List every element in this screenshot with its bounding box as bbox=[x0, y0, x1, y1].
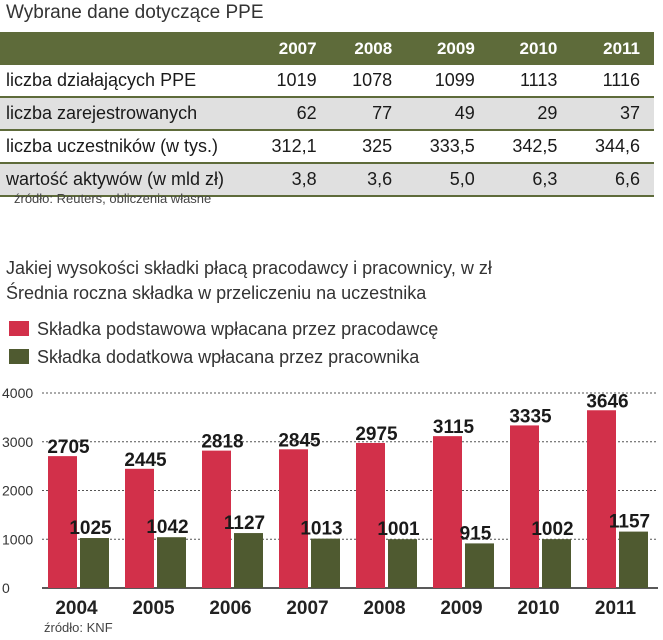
bar-chart: 0 1000 2000 3000 4000 2705 1025 2004 2445 1042 200… bbox=[2, 385, 658, 619]
row-label: wartość aktywów (w mld zł) bbox=[0, 163, 248, 197]
table-cell: 29 bbox=[488, 97, 572, 131]
table-cell: 1099 bbox=[406, 65, 489, 98]
data-label-employer: 3335 bbox=[509, 406, 552, 427]
bar-employee bbox=[465, 543, 494, 588]
data-label-employer: 2845 bbox=[278, 430, 321, 451]
table-cell: 49 bbox=[406, 97, 489, 131]
bar-employer bbox=[356, 442, 385, 588]
data-label-employee: 1002 bbox=[531, 519, 573, 540]
table-row: liczba działających PPE 1019 1078 1099 1… bbox=[0, 65, 654, 98]
table-cell: 3,8 bbox=[248, 163, 331, 197]
data-label-employer: 2818 bbox=[201, 432, 243, 453]
ppe-table: 2007 2008 2009 2010 2011 liczba działają… bbox=[0, 32, 654, 197]
y-tick-label: 3000 bbox=[2, 434, 33, 450]
bar-employee bbox=[157, 537, 186, 588]
legend-swatch-employee bbox=[9, 349, 29, 364]
x-tick-label: 2011 bbox=[595, 598, 637, 619]
chart-source: źródło: KNF bbox=[44, 620, 113, 635]
y-tick-label: 1000 bbox=[2, 531, 33, 547]
bar-employer bbox=[510, 425, 539, 588]
table-row: liczba zarejestrowanych 62 77 49 29 37 bbox=[0, 97, 654, 131]
data-label-employer: 2445 bbox=[124, 450, 167, 471]
table-cell: 37 bbox=[571, 97, 654, 131]
data-label-employee: 1001 bbox=[377, 519, 420, 540]
y-tick-label: 4000 bbox=[2, 385, 33, 401]
y-tick-label: 0 bbox=[2, 580, 10, 596]
data-label-employer: 2705 bbox=[47, 437, 90, 458]
header-empty-cell bbox=[0, 32, 248, 65]
chart-subtitle-secondary: Średnia roczna składka w przeliczeniu na… bbox=[6, 283, 427, 303]
data-label-employee: 1013 bbox=[300, 519, 342, 540]
table-cell: 3,6 bbox=[330, 163, 407, 197]
table-cell: 5,0 bbox=[406, 163, 489, 197]
legend-item-employer: Składka podstawowa wpłacana przez pracod… bbox=[9, 319, 438, 339]
legend-swatch-employer bbox=[9, 321, 29, 336]
year-header: 2009 bbox=[406, 32, 489, 65]
table-cell: 1113 bbox=[488, 65, 572, 98]
bar-employer bbox=[587, 410, 616, 588]
data-label-employer: 3646 bbox=[586, 391, 628, 412]
data-label-employer: 2975 bbox=[355, 424, 398, 445]
bar-employee bbox=[388, 539, 417, 588]
x-tick-label: 2007 bbox=[286, 598, 328, 619]
table-cell: 1019 bbox=[248, 65, 331, 98]
x-tick-label: 2004 bbox=[55, 598, 98, 619]
data-label-employee: 1025 bbox=[69, 518, 112, 539]
x-tick-label: 2006 bbox=[209, 598, 251, 619]
data-label-employee: 1127 bbox=[224, 513, 265, 534]
year-header: 2007 bbox=[248, 32, 331, 65]
table-cell: 62 bbox=[248, 97, 331, 131]
data-label-employee: 915 bbox=[460, 523, 492, 544]
row-label: liczba działających PPE bbox=[0, 65, 248, 98]
bar-employer bbox=[125, 468, 154, 588]
table-header-row: 2007 2008 2009 2010 2011 bbox=[0, 32, 654, 65]
y-tick-label: 2000 bbox=[2, 483, 33, 499]
year-header: 2011 bbox=[571, 32, 654, 65]
bar-employer bbox=[48, 456, 77, 588]
x-tick-label: 2010 bbox=[517, 598, 559, 619]
table-cell: 6,6 bbox=[571, 163, 654, 197]
row-label: liczba zarejestrowanych bbox=[0, 97, 248, 131]
table-cell: 77 bbox=[330, 97, 407, 131]
chart-subtitle: Jakiej wysokości składki płacą pracodawc… bbox=[6, 258, 492, 278]
bar-employer bbox=[433, 436, 462, 588]
table-source: źródło: Reuters, obliczenia własne bbox=[14, 191, 212, 206]
table-title: Wybrane dane dotyczące PPE bbox=[6, 2, 264, 23]
x-tick-label: 2008 bbox=[363, 598, 405, 619]
legend-label: Składka podstawowa wpłacana przez pracod… bbox=[37, 319, 439, 339]
table-cell: 312,1 bbox=[248, 130, 331, 164]
x-tick-label: 2005 bbox=[132, 598, 175, 619]
row-label: liczba uczestników (w tys.) bbox=[0, 130, 248, 164]
legend-label: Składka dodatkowa wpłacana przez pracown… bbox=[37, 347, 420, 367]
table-cell: 325 bbox=[330, 130, 407, 164]
legend-item-employee: Składka dodatkowa wpłacana przez pracown… bbox=[9, 347, 419, 367]
bar-employee bbox=[311, 538, 340, 588]
table-row: liczba uczestników (w tys.) 312,1 325 33… bbox=[0, 130, 654, 164]
data-label-employee: 1042 bbox=[146, 517, 188, 538]
year-header: 2010 bbox=[488, 32, 572, 65]
bar-employer bbox=[202, 450, 231, 588]
bar-employer bbox=[279, 449, 308, 588]
bar-employee bbox=[80, 538, 109, 588]
table-cell: 342,5 bbox=[488, 130, 572, 164]
year-header: 2008 bbox=[330, 32, 407, 65]
x-tick-label: 2009 bbox=[440, 598, 482, 619]
table-cell: 333,5 bbox=[406, 130, 489, 164]
table-cell: 6,3 bbox=[488, 163, 572, 197]
bar-employee bbox=[542, 539, 571, 588]
table-cell: 344,6 bbox=[571, 130, 654, 164]
table-cell: 1078 bbox=[330, 65, 407, 98]
data-label-employer: 3115 bbox=[433, 417, 475, 438]
data-label-employee: 1157 bbox=[609, 512, 650, 533]
bar-employee bbox=[619, 531, 648, 588]
table-cell: 1116 bbox=[571, 65, 654, 98]
bar-employee bbox=[234, 533, 263, 588]
table-row: wartość aktywów (w mld zł) 3,8 3,6 5,0 6… bbox=[0, 163, 654, 197]
